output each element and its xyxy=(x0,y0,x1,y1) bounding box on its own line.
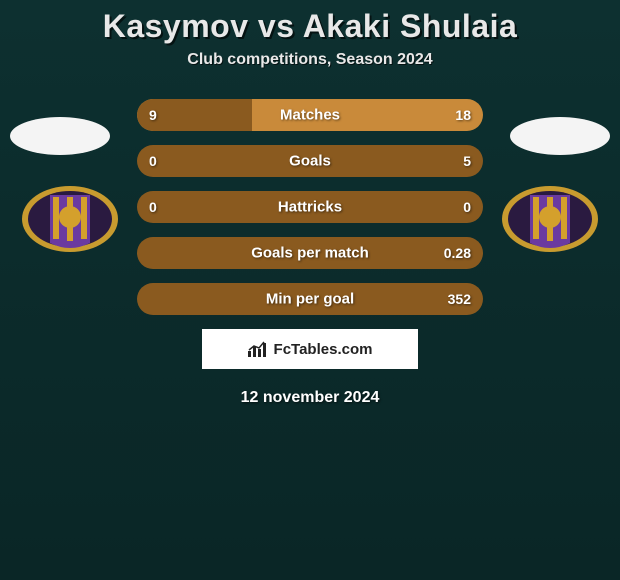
date-label: 12 november 2024 xyxy=(0,389,620,407)
club-shield-icon xyxy=(500,181,600,257)
main-area: Matches918Goals05Hattricks00Goals per ma… xyxy=(0,99,620,407)
player-right-club-badge xyxy=(500,181,600,257)
stat-row: Goals per match0.28 xyxy=(137,237,483,269)
stat-row: Min per goal352 xyxy=(137,283,483,315)
player-left-club-badge xyxy=(20,181,120,257)
stat-value-left: 9 xyxy=(149,107,157,123)
stat-label: Min per goal xyxy=(137,291,483,308)
stat-label: Hattricks xyxy=(137,199,483,216)
stat-row: Goals0 5 xyxy=(137,145,483,177)
stat-value-right: 18 xyxy=(455,107,471,123)
page-subtitle: Club competitions, Season 2024 xyxy=(0,51,620,69)
brand-box: FcTables.com xyxy=(202,329,418,369)
comparison-card: Kasymov vs Akaki Shulaia Club competitio… xyxy=(0,0,620,407)
stat-row: Hattricks0 0 xyxy=(137,191,483,223)
stat-value-right: 352 xyxy=(448,291,471,307)
brand-text: FcTables.com xyxy=(274,341,373,358)
stat-label: Goals per match xyxy=(137,245,483,262)
player-left-photo-placeholder xyxy=(10,107,110,177)
stat-label: Matches xyxy=(137,107,483,124)
stat-value-right: 5 xyxy=(463,153,471,169)
stat-label: Goals xyxy=(137,153,483,170)
stat-value-left: 0 xyxy=(149,153,157,169)
stat-row: Matches9 18 xyxy=(137,99,483,131)
stat-value-right: 0 xyxy=(463,199,471,215)
player-right-photo-placeholder xyxy=(510,107,610,177)
stat-value-right: 0.28 xyxy=(444,245,471,261)
brand-chart-icon xyxy=(248,341,268,357)
ellipse-icon xyxy=(10,117,110,155)
ellipse-icon xyxy=(510,117,610,155)
stat-bars: Matches918Goals05Hattricks00Goals per ma… xyxy=(137,99,483,315)
stat-value-left: 0 xyxy=(149,199,157,215)
club-shield-icon xyxy=(20,181,120,257)
page-title: Kasymov vs Akaki Shulaia xyxy=(0,8,620,45)
